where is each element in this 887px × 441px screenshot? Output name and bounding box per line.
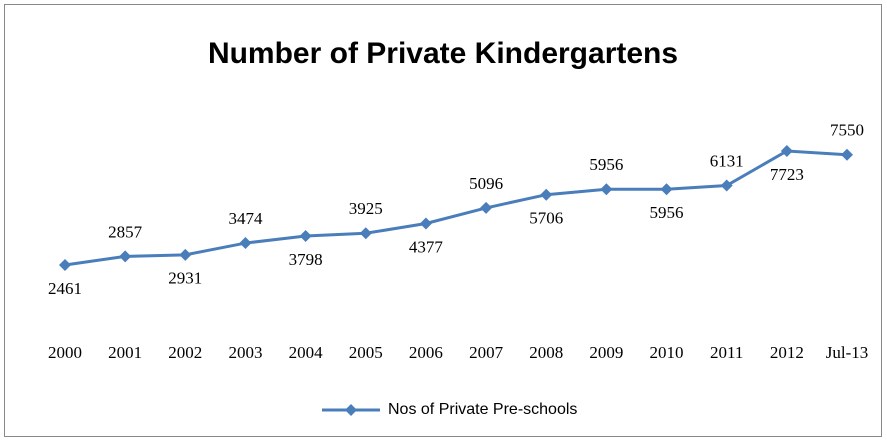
- x-tick-label: 2007: [469, 343, 504, 362]
- data-label: 5706: [529, 209, 563, 228]
- data-label: 3474: [228, 209, 263, 228]
- data-label: 7550: [830, 121, 864, 140]
- x-tick-label: 2003: [228, 343, 262, 362]
- data-label: 7723: [770, 165, 804, 184]
- data-label: 2461: [48, 279, 82, 298]
- data-point: [179, 248, 192, 261]
- series-line: [64, 149, 848, 267]
- chart-title: Number of Private Kindergartens: [208, 37, 678, 70]
- data-point: [299, 230, 312, 243]
- x-tick-label: 2001: [108, 343, 142, 362]
- x-tick-label: 2004: [289, 343, 324, 362]
- x-tick-label: 2011: [710, 343, 743, 362]
- x-tick-label: 2005: [349, 343, 383, 362]
- data-label: 5956: [650, 203, 684, 222]
- data-point: [720, 179, 733, 192]
- legend-label: Nos of Private Pre-schools: [388, 401, 577, 418]
- legend-marker: [345, 404, 357, 416]
- x-tick-label: Jul-13: [826, 343, 869, 362]
- data-point: [359, 227, 372, 240]
- x-tick-label: 2009: [589, 343, 623, 362]
- x-tick-label: 2012: [770, 343, 804, 362]
- x-tick-label: 2010: [650, 343, 684, 362]
- x-tick-label: 2000: [48, 343, 82, 362]
- data-point: [780, 145, 793, 157]
- data-point: [419, 217, 432, 230]
- data-point: [841, 148, 853, 161]
- data-label: 5956: [589, 155, 623, 174]
- data-point: [119, 250, 132, 263]
- data-label: 3925: [349, 199, 383, 218]
- data-label: 5096: [469, 174, 503, 193]
- data-label: 2931: [168, 269, 202, 288]
- data-label: 3798: [289, 250, 323, 269]
- data-point: [540, 188, 553, 201]
- x-tick-label: 2002: [168, 343, 202, 362]
- data-point: [660, 183, 673, 196]
- data-point: [480, 201, 493, 214]
- data-point: [59, 259, 71, 271]
- x-tick-label: 2006: [409, 343, 443, 362]
- data-label: 4377: [409, 237, 444, 256]
- x-tick-label: 2008: [529, 343, 563, 362]
- data-point: [600, 183, 613, 196]
- data-label: 6131: [710, 151, 744, 170]
- data-label: 2857: [108, 222, 143, 241]
- data-point: [239, 237, 252, 250]
